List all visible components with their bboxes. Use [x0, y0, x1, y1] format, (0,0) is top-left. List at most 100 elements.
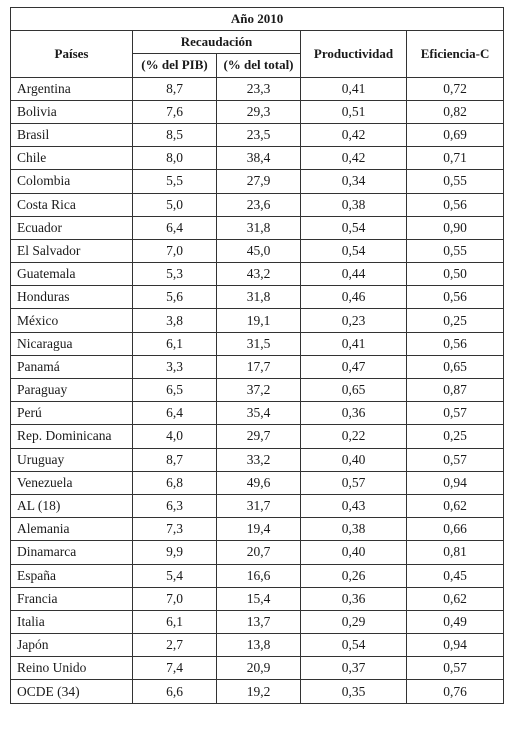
pct-pib-cell: 6,3	[132, 493, 217, 519]
table-row: Chile 8,0 38,4 0,42 0,71	[10, 146, 505, 171]
eficiencia-cell: 0,65	[405, 354, 505, 380]
pct-pib-cell: 8,5	[132, 122, 217, 148]
country-cell: Italia	[10, 609, 133, 635]
productividad-cell: 0,54	[300, 238, 407, 264]
pct-total-cell: 43,2	[216, 262, 301, 287]
eficiencia-cell: 0,57	[405, 656, 505, 681]
pct-total-cell: 23,6	[216, 192, 301, 217]
pct-total-cell: 49,6	[216, 470, 301, 495]
pct-total-cell: 31,7	[216, 493, 301, 519]
eficiencia-cell: 0,87	[405, 377, 505, 403]
productividad-cell: 0,54	[300, 215, 407, 240]
country-cell: Honduras	[10, 285, 133, 310]
productividad-cell: 0,34	[300, 169, 407, 194]
eficiencia-cell: 0,25	[405, 308, 505, 333]
year-header: Año 2010	[9, 6, 505, 32]
eficiencia-cell: 0,45	[405, 563, 505, 588]
country-cell: España	[10, 563, 133, 588]
country-cell: Panamá	[10, 354, 133, 380]
pct-total-cell: 33,2	[216, 447, 301, 472]
eficiencia-cell: 0,56	[405, 331, 505, 356]
eficiencia-cell: 0,69	[405, 122, 505, 148]
eficiencia-cell: 0,62	[405, 586, 505, 611]
pct-pib-cell: 6,1	[132, 609, 217, 635]
pct-pib-cell: 8,0	[132, 146, 217, 171]
pct-pib-cell: 6,4	[132, 401, 217, 426]
table-row: Panamá 3,3 17,7 0,47 0,65	[10, 354, 505, 380]
pct-total-cell: 45,0	[216, 238, 301, 264]
productividad-cell: 0,37	[300, 656, 407, 681]
pct-pib-cell: 7,4	[132, 656, 217, 681]
eficiencia-cell: 0,56	[405, 192, 505, 217]
productividad-cell: 0,22	[300, 424, 407, 449]
country-cell: Perú	[10, 401, 133, 426]
pct-pib-cell: 5,6	[132, 285, 217, 310]
pct-pib-header: (% del PIB)	[132, 53, 217, 78]
table-row: Perú 6,4 35,4 0,36 0,57	[10, 401, 505, 426]
country-cell: Paraguay	[10, 377, 133, 403]
recaudacion-header: Recaudación	[132, 30, 301, 55]
productividad-cell: 0,43	[300, 493, 407, 519]
productividad-cell: 0,38	[300, 517, 407, 542]
pct-pib-cell: 7,0	[132, 586, 217, 611]
productividad-cell: 0,41	[300, 76, 407, 101]
country-cell: Venezuela	[10, 470, 133, 495]
table-row: Costa Rica 5,0 23,6 0,38 0,56	[10, 192, 505, 217]
table-row: AL (18) 6,3 31,7 0,43 0,62	[10, 493, 505, 519]
pct-total-cell: 23,3	[216, 76, 301, 101]
productividad-cell: 0,42	[300, 146, 407, 171]
productividad-cell: 0,38	[300, 192, 407, 217]
table-row: Rep. Dominicana 4,0 29,7 0,22 0,25	[10, 424, 505, 449]
eficiencia-cell: 0,71	[405, 146, 505, 171]
country-cell: Guatemala	[10, 262, 133, 287]
pct-pib-cell: 5,3	[132, 262, 217, 287]
pct-total-cell: 15,4	[216, 586, 301, 611]
eficiencia-cell: 0,90	[405, 215, 505, 240]
country-cell: Chile	[10, 146, 133, 171]
table-row: Nicaragua 6,1 31,5 0,41 0,56	[10, 331, 505, 356]
pct-pib-cell: 9,9	[132, 540, 217, 565]
pct-pib-cell: 5,5	[132, 169, 217, 194]
pct-pib-cell: 5,0	[132, 192, 217, 217]
pct-total-cell: 37,2	[216, 377, 301, 403]
pct-total-cell: 16,6	[216, 563, 301, 588]
eficiencia-cell: 0,50	[405, 262, 505, 287]
table-row: Ecuador 6,4 31,8 0,54 0,90	[10, 215, 505, 240]
pct-total-cell: 19,2	[216, 679, 301, 704]
country-cell: Japón	[10, 633, 133, 658]
table-row: Paraguay 6,5 37,2 0,65 0,87	[10, 377, 505, 403]
table-row: Japón 2,7 13,8 0,54 0,94	[10, 633, 505, 658]
productividad-cell: 0,40	[300, 447, 407, 472]
eficiencia-cell: 0,55	[405, 169, 505, 194]
productividad-cell: 0,65	[300, 377, 407, 403]
productividad-cell: 0,42	[300, 122, 407, 148]
pct-pib-cell: 7,3	[132, 517, 217, 542]
country-cell: Nicaragua	[10, 331, 133, 356]
pct-pib-cell: 2,7	[132, 633, 217, 658]
country-cell: Bolivia	[10, 99, 133, 124]
pct-total-cell: 31,5	[216, 331, 301, 356]
country-cell: Uruguay	[10, 447, 133, 472]
productividad-cell: 0,41	[300, 331, 407, 356]
table-row: Uruguay 8,7 33,2 0,40 0,57	[10, 447, 505, 472]
pct-pib-cell: 6,4	[132, 215, 217, 240]
pct-total-cell: 29,3	[216, 99, 301, 124]
table-row: El Salvador 7,0 45,0 0,54 0,55	[10, 238, 505, 264]
pct-total-cell: 13,7	[216, 609, 301, 635]
productividad-cell: 0,46	[300, 285, 407, 310]
eficiencia-cell: 0,72	[405, 76, 505, 101]
productividad-cell: 0,40	[300, 540, 407, 565]
pct-total-cell: 27,9	[216, 169, 301, 194]
eficiencia-header: Eficiencia-C	[405, 30, 505, 78]
pct-total-cell: 29,7	[216, 424, 301, 449]
pct-total-cell: 23,5	[216, 122, 301, 148]
table-row: Reino Unido 7,4 20,9 0,37 0,57	[10, 656, 505, 681]
pct-pib-cell: 6,6	[132, 679, 217, 704]
country-cell: Argentina	[10, 76, 133, 101]
country-cell: Francia	[10, 586, 133, 611]
productividad-cell: 0,36	[300, 586, 407, 611]
table-row: Guatemala 5,3 43,2 0,44 0,50	[10, 262, 505, 287]
table-row: Bolivia 7,6 29,3 0,51 0,82	[10, 99, 505, 124]
eficiencia-cell: 0,55	[405, 238, 505, 264]
table-row: Honduras 5,6 31,8 0,46 0,56	[10, 285, 505, 310]
